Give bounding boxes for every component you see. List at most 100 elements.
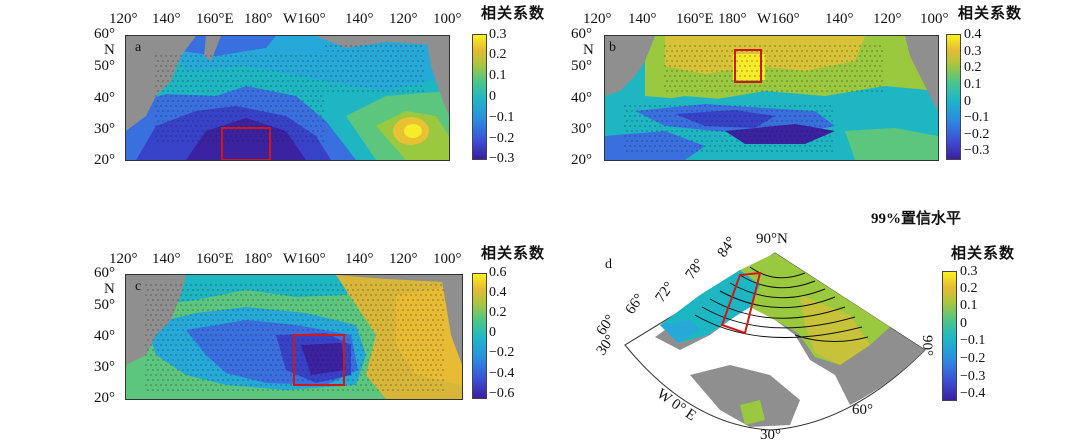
polar-map-d [624,252,926,431]
colorbar-tick: −0.2 [964,127,990,142]
significance-stipple [145,284,444,391]
colorbar-tick: 0.1 [489,68,507,83]
lat-tick: 30° [94,121,115,137]
lat-tick: 50° [94,297,115,313]
colorbar-tick: 0 [964,94,971,109]
lon-tick: 120° [583,11,612,27]
colorbar-title: 相关系数 [481,6,546,22]
lon-tick: 140° [152,11,181,27]
colorbar-tick: −0.1 [489,110,515,125]
lon-tick: 120° [873,11,902,27]
lon-tick: 140° [825,11,854,27]
colorbar-tick: 0 [960,316,967,331]
lat-tick: 30° [571,121,592,137]
map-b [604,35,939,161]
map-c-field [126,275,462,399]
lat-label: 90°N [756,231,788,247]
colorbar-tick: −0.2 [489,345,515,360]
colorbar-tick: −0.6 [489,386,515,401]
colorbar-tick: 0.2 [489,47,507,62]
lon-tick: 120° [389,251,418,267]
colorbar-tick: 0.2 [960,281,978,296]
colorbar-tick: 0.1 [960,298,978,313]
lon-tick: 120° [109,251,138,267]
region-box [293,334,345,386]
lon-tick: 120° [389,11,418,27]
colorbar-title: 相关系数 [481,246,546,262]
lat-tick: N [104,42,115,58]
lon-tick: 120° [109,11,138,27]
colorbar-tick: 0 [489,89,496,104]
colorbar-tick: 0.3 [489,27,507,42]
lat-tick: 40° [94,90,115,106]
colorbar-tick: 0.4 [489,285,507,300]
lon-tick: W160° [283,11,326,27]
lon-tick: 140° [152,251,181,267]
lon-tick: W160° [757,11,800,27]
lon-tick: 140° [345,251,374,267]
lon-tick: W160° [283,251,326,267]
colorbar-tick: 0.2 [489,305,507,320]
lon-label: 90° [919,335,935,356]
colorbar-tick: −0.4 [489,366,515,381]
colorbar-title: 相关系数 [958,6,1023,22]
significance-stipple [155,45,424,142]
lat-tick: 40° [571,90,592,106]
lat-tick: 50° [571,58,592,74]
panel-letter: d [605,257,612,272]
lon-tick: 160°E [676,11,714,27]
map-c [125,274,463,400]
lat-tick: N [104,281,115,297]
colorbar-tick: 0.2 [964,60,982,75]
colorbar-title: 相关系数 [951,246,1016,262]
colorbar-b [946,34,961,160]
colorbar-d [942,271,957,401]
colorbar-tick: −0.3 [964,143,990,158]
colorbar-tick: −0.3 [960,369,986,384]
panel-letter: a [135,40,142,55]
lon-tick: 100° [433,11,462,27]
region-box [734,49,762,83]
lat-tick: N [583,42,594,58]
lat-tick: 40° [94,328,115,344]
colorbar-tick: −0.3 [489,151,515,166]
colorbar-tick: −0.2 [489,131,515,146]
lon-tick: 180° [718,11,747,27]
colorbar-a [472,34,487,160]
lon-tick: 160°E [196,251,234,267]
lat-tick: 20° [94,390,115,406]
lon-tick: 100° [920,11,949,27]
colorbar-tick: −0.1 [960,333,986,348]
lat-tick: 50° [94,58,115,74]
lat-tick: 60° [94,26,115,42]
colorbar-tick: 0.1 [964,77,982,92]
lon-tick: 140° [628,11,657,27]
map-a-field [126,36,449,160]
colorbar-tick: −0.2 [960,351,986,366]
lat-tick: 20° [94,152,115,168]
panel-letter: b [609,40,616,55]
region-box [221,127,271,160]
colorbar-c [472,273,487,399]
lat-tick: 60° [94,265,115,281]
region-box [720,271,762,335]
lon-label: 60° [852,402,873,418]
lon-tick: 160°E [196,11,234,27]
colorbar-tick: 0.6 [489,265,507,280]
panel-letter: c [135,279,142,294]
colorbar-tick: −0.1 [964,110,990,125]
colorbar-tick: −0.4 [960,386,986,401]
lat-tick: 30° [94,359,115,375]
colorbar-tick: 0 [489,325,496,340]
map-b-field [605,36,938,160]
lon-tick: 180° [244,11,273,27]
lon-tick: 140° [345,11,374,27]
significance-stipple [624,45,883,152]
map-a [125,35,450,161]
colorbar-tick: 0.3 [960,264,978,279]
colorbar-tick: 0.3 [964,44,982,59]
lon-label: 30° [760,427,781,443]
lon-tick: 100° [433,251,462,267]
lat-tick: 60° [571,26,592,42]
lat-tick: 20° [571,152,592,168]
